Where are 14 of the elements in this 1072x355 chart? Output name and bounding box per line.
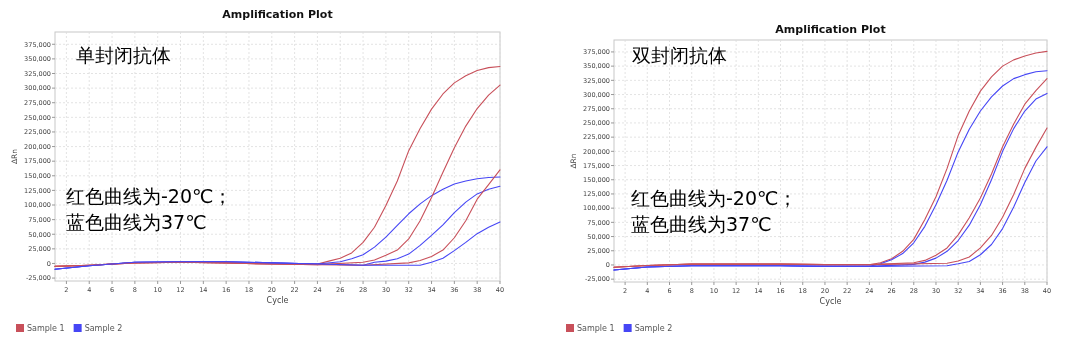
annotation: 蓝色曲线为37℃: [631, 213, 772, 235]
annotation: 双封闭抗体: [632, 44, 727, 66]
chart-title: Amplification Plot: [222, 8, 333, 21]
annotation: 红色曲线为-20℃；: [631, 187, 798, 209]
legend-label: Sample 1: [27, 324, 65, 333]
annotation: 单封闭抗体: [76, 44, 171, 66]
legend-label: Sample 2: [84, 324, 123, 333]
chart-title: Amplification Plot: [775, 23, 886, 36]
x-axis-title: Cycle: [266, 296, 289, 305]
annotation: 红色曲线为-20℃；: [66, 185, 233, 207]
annotation: 蓝色曲线为37℃: [66, 211, 207, 233]
legend-label: Sample 1: [577, 324, 615, 333]
x-axis-title: Cycle: [819, 297, 842, 306]
legend-label: Sample 2: [634, 324, 673, 333]
